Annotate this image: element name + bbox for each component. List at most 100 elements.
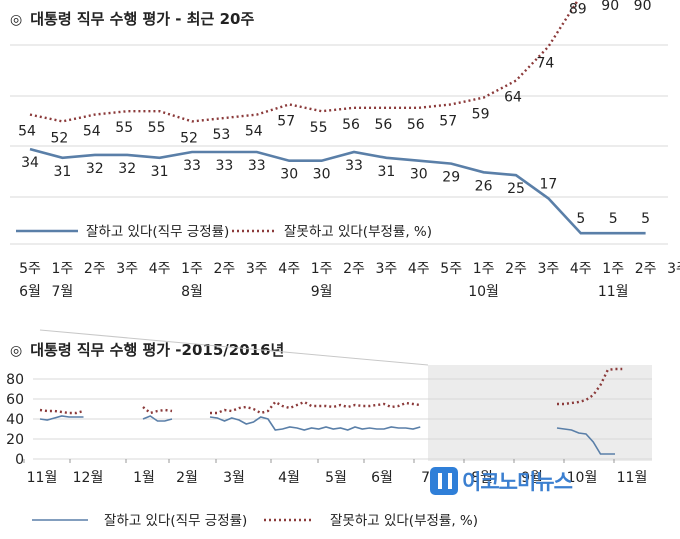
approve-data-label: 31 bbox=[151, 164, 169, 180]
y-tick-label: 0 bbox=[15, 452, 24, 468]
x-week-label: 1주 bbox=[602, 261, 624, 277]
approve-data-label: 29 bbox=[442, 170, 460, 186]
x-month-label: 3월 bbox=[223, 470, 245, 486]
title-bullet-icon: ◎ bbox=[10, 12, 23, 28]
approve-data-label: 5 bbox=[576, 211, 585, 227]
approve-line-segment bbox=[39, 415, 84, 421]
x-week-label: 4주 bbox=[149, 261, 171, 277]
approve-data-label: 30 bbox=[313, 167, 331, 183]
disapprove-data-label: 55 bbox=[115, 120, 133, 136]
approve-line-segment bbox=[142, 415, 173, 422]
disapprove-data-label: 90 bbox=[634, 0, 652, 14]
zoom-connector-line bbox=[39, 329, 429, 366]
chart-title-yearly-text: 대통령 직무 수행 평가 -2015/2016년 bbox=[30, 341, 285, 359]
disapprove-data-label: 74 bbox=[536, 56, 554, 72]
y-tick-label: 20 bbox=[6, 432, 24, 448]
x-week-label: 4주 bbox=[570, 261, 592, 277]
x-week-label: 3주 bbox=[667, 261, 680, 277]
disapprove-line bbox=[29, 0, 580, 123]
disapprove-line-segment bbox=[210, 400, 421, 415]
x-month-label: 9월 bbox=[521, 470, 543, 486]
x-month-label: 7월 bbox=[52, 284, 74, 300]
x-month-label: 10월 bbox=[468, 284, 499, 300]
disapprove-line-segment bbox=[39, 408, 84, 415]
disapprove-data-label: 56 bbox=[342, 117, 360, 133]
legend-approve-label: 잘하고 있다(직무 긍정률) bbox=[104, 513, 247, 529]
y-tick-label: 80 bbox=[6, 372, 24, 388]
disapprove-data-label: 90 bbox=[601, 0, 619, 14]
x-month-label: 8월 bbox=[181, 284, 203, 300]
disapprove-data-label: 59 bbox=[472, 107, 490, 123]
x-week-label: 3주 bbox=[538, 261, 560, 277]
disapprove-line-segment bbox=[142, 406, 173, 415]
approve-data-label: 5 bbox=[641, 211, 650, 227]
disapprove-data-label: 54 bbox=[83, 124, 101, 140]
x-month-label: 1월 bbox=[133, 470, 155, 486]
disapprove-data-label: 56 bbox=[374, 117, 392, 133]
approve-line bbox=[29, 147, 646, 235]
approve-data-label: 32 bbox=[86, 161, 104, 177]
disapprove-data-label: 55 bbox=[148, 120, 166, 136]
x-week-label: 4주 bbox=[408, 261, 430, 277]
x-week-label: 2주 bbox=[505, 261, 527, 277]
disapprove-data-label: 64 bbox=[504, 90, 522, 106]
x-month-label: 9월 bbox=[311, 284, 333, 300]
approve-data-label: 31 bbox=[53, 164, 71, 180]
x-month-label: 11월 bbox=[598, 284, 629, 300]
approve-data-label: 32 bbox=[118, 161, 136, 177]
approve-data-label: 5 bbox=[609, 211, 618, 227]
disapprove-data-label: 54 bbox=[245, 124, 263, 140]
x-month-label: 11월 bbox=[27, 470, 58, 486]
x-week-label: 2주 bbox=[343, 261, 365, 277]
disapprove-data-label: 89 bbox=[569, 2, 587, 18]
disapprove-line-segment bbox=[557, 367, 623, 406]
x-month-label: 12월 bbox=[73, 470, 104, 486]
approve-data-label: 17 bbox=[539, 176, 557, 192]
watermark-logo-icon bbox=[430, 467, 458, 495]
x-week-label: 3주 bbox=[246, 261, 268, 277]
chart-title-recent-text: 대통령 직무 수행 평가 - 최근 20주 bbox=[30, 10, 255, 28]
x-month-label: 4월 bbox=[278, 470, 300, 486]
approve-data-label: 33 bbox=[345, 158, 363, 174]
legend-disapprove-label: 잘못하고 있다(부정률, %) bbox=[330, 513, 478, 529]
title-bullet-icon: ◎ bbox=[10, 343, 23, 359]
disapprove-data-label: 52 bbox=[50, 130, 68, 146]
y-tick-label: 40 bbox=[6, 412, 24, 428]
approve-data-label: 31 bbox=[377, 164, 395, 180]
approve-data-label: 26 bbox=[475, 178, 493, 194]
x-month-label: 6월 bbox=[371, 470, 393, 486]
x-week-label: 5주 bbox=[440, 261, 462, 277]
y-tick-label: 60 bbox=[6, 392, 24, 408]
x-month-label: 5월 bbox=[325, 470, 347, 486]
disapprove-data-label: 52 bbox=[180, 130, 198, 146]
x-week-label: 5주 bbox=[19, 261, 41, 277]
x-week-label: 1주 bbox=[52, 261, 74, 277]
x-week-label: 1주 bbox=[181, 261, 203, 277]
disapprove-data-label: 53 bbox=[212, 127, 230, 143]
approve-data-label: 30 bbox=[410, 167, 428, 183]
x-week-label: 2주 bbox=[84, 261, 106, 277]
approve-data-label: 30 bbox=[280, 167, 298, 183]
legend-approve-label: 잘하고 있다(직무 긍정률) bbox=[86, 224, 229, 240]
approve-line-segment bbox=[209, 416, 421, 431]
approve-data-label: 33 bbox=[248, 158, 266, 174]
disapprove-data-label: 56 bbox=[407, 117, 425, 133]
x-month-label: 2월 bbox=[176, 470, 198, 486]
approve-data-label: 33 bbox=[183, 158, 201, 174]
chart-title-recent: ◎ 대통령 직무 수행 평가 - 최근 20주 bbox=[10, 8, 254, 29]
x-month-label: 10월 bbox=[567, 470, 598, 486]
x-week-label: 3주 bbox=[116, 261, 138, 277]
recent-period-highlight bbox=[428, 365, 652, 461]
watermark-text: 이코노미뉴스 bbox=[462, 470, 573, 494]
legend-disapprove-label: 잘못하고 있다(부정률, %) bbox=[284, 224, 432, 240]
x-month-label: 6월 bbox=[19, 284, 41, 300]
chart-title-yearly: ◎ 대통령 직무 수행 평가 -2015/2016년 bbox=[10, 339, 284, 360]
x-week-label: 2주 bbox=[214, 261, 236, 277]
watermark: 이코노미뉴스 bbox=[430, 466, 573, 496]
x-month-label: 8월 bbox=[471, 470, 493, 486]
disapprove-data-label: 57 bbox=[277, 113, 295, 129]
x-week-label: 1주 bbox=[473, 261, 495, 277]
approve-data-label: 25 bbox=[507, 181, 525, 197]
